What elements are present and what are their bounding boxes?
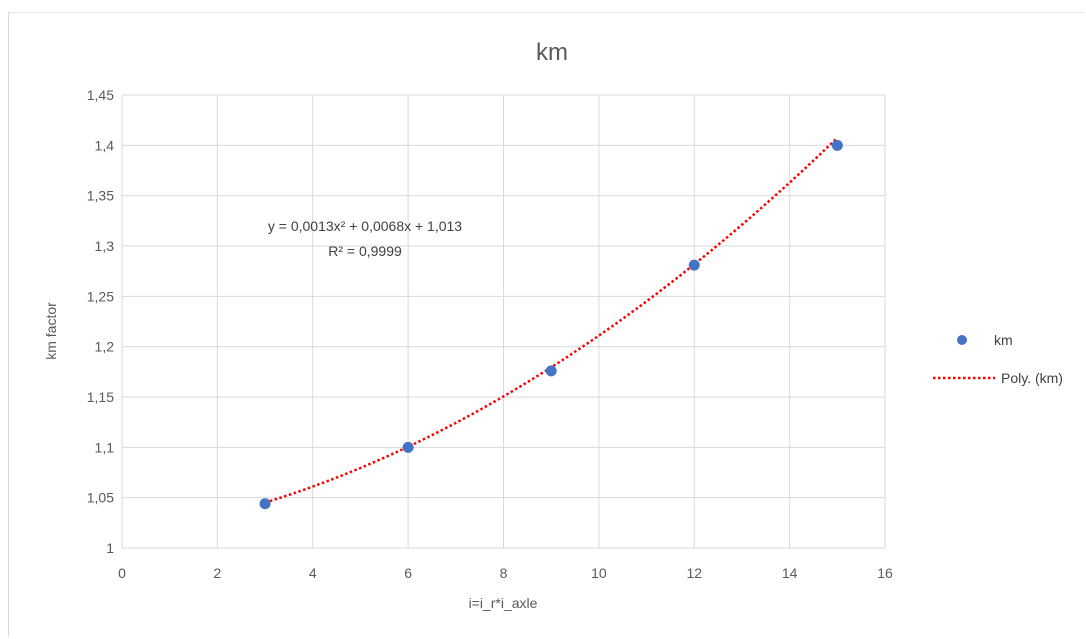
data-point-km xyxy=(259,498,271,510)
legend-label-km: km xyxy=(994,332,1013,348)
grid-lines xyxy=(121,94,886,549)
legend-marker-km xyxy=(957,335,967,345)
x-tick-label: 16 xyxy=(877,565,893,581)
x-tick-label: 6 xyxy=(404,565,412,581)
y-axis-title: km factor xyxy=(43,302,59,360)
legend-label-poly: Poly. (km) xyxy=(1001,370,1063,386)
x-tick-label: 10 xyxy=(591,565,607,581)
y-tick-label: 1,15 xyxy=(87,389,114,405)
x-tick-label: 2 xyxy=(213,565,221,581)
trendline-r2: R² = 0,9999 xyxy=(328,243,402,259)
y-tick-label: 1,4 xyxy=(95,137,115,153)
trendline-poly-km xyxy=(264,136,839,504)
y-tick-label: 1,45 xyxy=(87,87,114,103)
legend: km Poly. (km) xyxy=(933,332,1063,386)
trendline-equation: y = 0,0013x² + 0,0068x + 1,013 xyxy=(268,218,462,234)
chart-title: km xyxy=(536,39,568,66)
chart-area xyxy=(8,12,1084,637)
y-tick-label: 1,1 xyxy=(95,439,115,455)
y-tick-label: 1,05 xyxy=(87,490,114,506)
y-tick-label: 1,35 xyxy=(87,188,114,204)
y-tick-label: 1 xyxy=(106,540,114,556)
data-point-km xyxy=(688,259,700,271)
x-tick-labels: 0 2 4 6 8 10 12 14 16 xyxy=(118,565,893,581)
x-tick-label: 4 xyxy=(309,565,317,581)
y-tick-label: 1,2 xyxy=(95,339,115,355)
x-axis-title: i=i_r*i_axle xyxy=(469,595,538,611)
y-tick-labels: 1 1,05 1,1 1,15 1,2 1,25 1,3 1,35 1,4 1,45 xyxy=(87,87,114,556)
y-tick-label: 1,25 xyxy=(87,288,114,304)
data-points xyxy=(259,139,843,510)
x-tick-label: 14 xyxy=(782,565,798,581)
y-tick-label: 1,3 xyxy=(95,238,115,254)
x-tick-label: 8 xyxy=(500,565,508,581)
x-tick-label: 0 xyxy=(118,565,126,581)
data-point-km xyxy=(402,441,414,453)
x-tick-label: 12 xyxy=(686,565,702,581)
data-point-km xyxy=(545,365,557,377)
data-point-km xyxy=(831,139,843,151)
